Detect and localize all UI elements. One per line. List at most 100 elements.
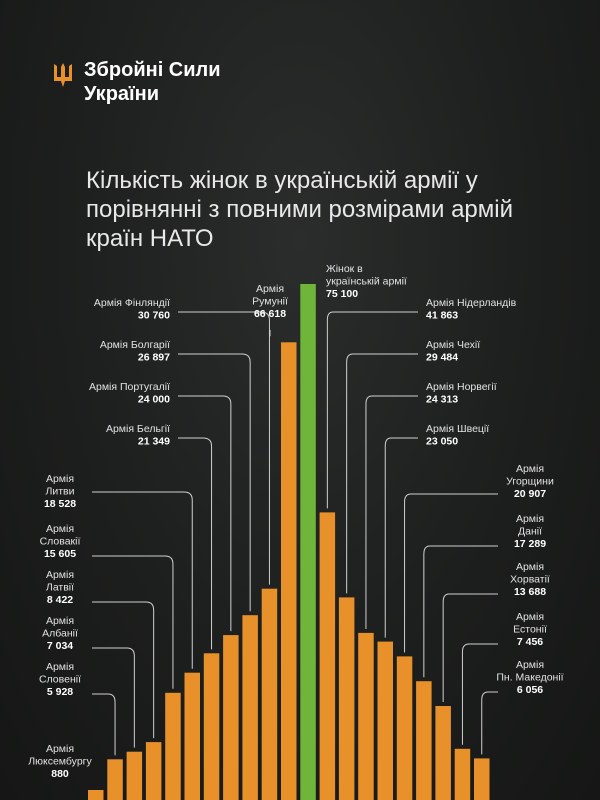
leader-line: [92, 491, 193, 669]
bar-value-label: 17 289: [514, 538, 546, 550]
bar-category-label: Пн. Македонії: [496, 672, 563, 684]
bar-16: [396, 656, 413, 800]
bar-category-label: Албанії: [42, 628, 78, 640]
bar-category-label: Армія Чехії: [426, 339, 480, 351]
bar-14: [358, 632, 374, 800]
leader-line: [178, 395, 232, 632]
bar-value-label: 26 897: [138, 352, 170, 364]
bar-category-label: Армія: [516, 513, 544, 525]
leader-line: [178, 311, 270, 585]
bar-category-label: Армія Норвегії: [426, 381, 497, 393]
leader-line: [346, 353, 418, 594]
leader-line: [92, 693, 116, 756]
bar-category-label: Армія Швеції: [426, 423, 489, 435]
leader-line: [423, 545, 498, 678]
bar-value-label: 13 688: [514, 586, 546, 598]
bar-category-label: Армія: [46, 473, 74, 485]
bar-category-label: Армія: [516, 659, 544, 671]
bar-category-label: Армія Португалії: [89, 381, 170, 393]
bar-18: [435, 706, 451, 800]
bar-value-label: 66 618: [254, 308, 286, 320]
bar-13: [338, 597, 355, 800]
bar-category-label: Люксембургу: [28, 756, 92, 768]
bar-1: [107, 759, 123, 800]
bar-12: [319, 512, 336, 800]
bar-category-label: Армія: [46, 661, 74, 673]
bar-5: [184, 672, 200, 800]
bar-19: [454, 748, 471, 800]
bar-category-label: Литви: [45, 486, 74, 498]
bar-8: [242, 615, 258, 800]
bar-value-label: 15 605: [44, 548, 76, 560]
bar-6: [203, 653, 220, 800]
bar-category-label: Армія Бельгії: [106, 423, 170, 435]
bar-category-label: Латвії: [46, 582, 74, 594]
bar-category-label: Армія: [46, 569, 74, 581]
leader-line: [92, 647, 135, 748]
leader-line: [92, 555, 174, 689]
bar-value-label: 6 056: [517, 684, 543, 696]
leader-line: [92, 601, 155, 739]
bar-category-label: Армія Болгарії: [100, 339, 170, 351]
bar-value-label: 24 000: [138, 394, 170, 406]
bar-value-label: 75 100: [326, 288, 358, 300]
leader-line: [384, 437, 418, 638]
leader-line: [326, 311, 418, 509]
bar-value-label: 8 422: [47, 594, 73, 606]
leader-line: [365, 395, 418, 629]
bar-category-label: Хорватії: [510, 574, 550, 586]
bar-category-label: Естонії: [513, 624, 547, 636]
bar-category-label: Армія: [46, 523, 74, 535]
trident-icon: [54, 63, 72, 87]
bar-15: [377, 641, 393, 800]
leader-line: [481, 691, 498, 755]
bar-value-label: 7 456: [517, 636, 543, 648]
bar-4: [165, 692, 181, 800]
leader-line: [461, 643, 498, 745]
bar-value-label: 24 313: [426, 394, 458, 406]
leader-line: [404, 493, 498, 653]
bar-10: [281, 342, 297, 800]
bar-17: [416, 681, 432, 800]
bar-category-label: Румунії: [252, 296, 288, 308]
brand: Збройні Сили України: [52, 58, 274, 106]
bar-2: [126, 751, 143, 800]
bar-category-label: Данії: [518, 526, 542, 538]
bar-value-label: 5 928: [47, 686, 73, 698]
bar-9: [261, 588, 278, 800]
bar-category-label: Армія: [516, 561, 544, 573]
bar-value-label: 30 760: [138, 310, 170, 322]
bar-category-label: Армія: [46, 743, 74, 755]
chart-title: Кількість жінок в українській армії у по…: [86, 167, 513, 252]
bar-category-label: українській армії: [326, 276, 407, 288]
bar-category-label: Жінок в: [326, 263, 363, 275]
bar-category-label: Армія Фінляндії: [94, 297, 170, 309]
leader-line: [178, 437, 213, 650]
leader-line: [178, 353, 251, 612]
bar-0: [88, 790, 104, 800]
bar-category-label: Словенії: [39, 674, 81, 686]
bar-value-label: 7 034: [47, 640, 73, 652]
bar-value-label: 41 863: [426, 310, 458, 322]
bar-value-label: 23 050: [426, 436, 458, 448]
bar-value-label: 29 484: [426, 352, 458, 364]
